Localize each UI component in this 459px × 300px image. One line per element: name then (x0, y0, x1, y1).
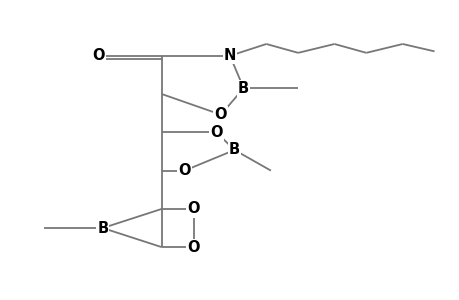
Text: O: O (214, 107, 227, 122)
Text: O: O (187, 240, 200, 255)
Text: O: O (187, 201, 200, 216)
Text: B: B (97, 220, 108, 236)
Text: N: N (224, 48, 235, 63)
Text: O: O (178, 163, 190, 178)
Text: B: B (229, 142, 240, 158)
Text: B: B (238, 81, 249, 96)
Text: O: O (92, 48, 104, 63)
Text: O: O (210, 125, 222, 140)
